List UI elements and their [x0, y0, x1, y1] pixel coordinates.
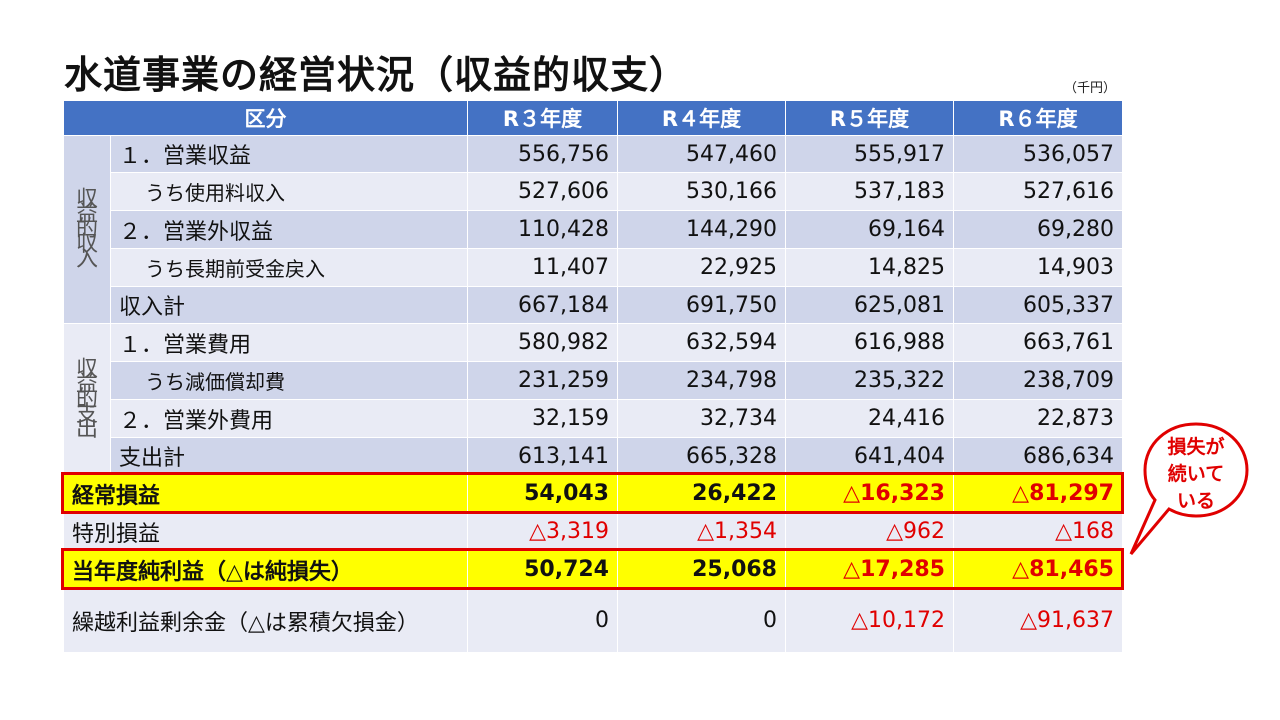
cell-value: 625,081: [785, 286, 954, 324]
table-row: 収入計 667,184 691,750 625,081 605,337: [64, 286, 1123, 324]
table-row-ordinary-profit: 経常損益 54,043 26,422 △16,323 △81,297: [63, 474, 1123, 513]
row-label: うち使用料収入: [110, 172, 468, 211]
cell-value: 69,164: [785, 210, 954, 249]
cell-value: 231,259: [467, 361, 618, 400]
cell-value: 555,917: [785, 135, 954, 173]
row-label: 支出計: [110, 437, 468, 475]
cell-value: △16,323: [785, 474, 954, 513]
cell-value: 641,404: [785, 437, 954, 475]
cell-value: 616,988: [785, 323, 954, 362]
cell-value: 665,328: [617, 437, 786, 475]
cell-value: 54,043: [467, 474, 618, 513]
cell-value: △10,172: [785, 588, 954, 653]
row-label: 特別損益: [63, 512, 468, 551]
cell-value: 32,734: [617, 399, 786, 438]
cell-value: 0: [617, 588, 786, 653]
row-label: １．営業収益: [110, 135, 468, 173]
cell-value: 686,634: [953, 437, 1123, 475]
cell-value: 580,982: [467, 323, 618, 362]
cell-value: 527,606: [467, 172, 618, 211]
cell-value: 22,873: [953, 399, 1123, 438]
table-row: うち減価償却費 231,259 234,798 235,322 238,709: [64, 361, 1123, 400]
cell-value: 24,416: [785, 399, 954, 438]
cell-value: △168: [953, 512, 1123, 551]
table-row: うち長期前受金戻入 11,407 22,925 14,825 14,903: [64, 248, 1123, 287]
row-label: 繰越利益剰余金（△は累積欠損金）: [63, 588, 468, 653]
cell-value: 14,903: [953, 248, 1123, 287]
unit-label: （千円）: [1064, 81, 1117, 96]
row-label: 収入計: [110, 286, 468, 324]
table-row: うち使用料収入 527,606 530,166 537,183 527,616: [64, 172, 1123, 211]
row-label: ２．営業外収益: [110, 210, 468, 249]
table-header-row: 区分 R３年度 R４年度 R５年度 R６年度: [63, 100, 1123, 136]
cell-value: 0: [467, 588, 618, 653]
cell-value: 556,756: [467, 135, 618, 173]
cell-value: 632,594: [617, 323, 786, 362]
expense-group-label: 収益的支出: [63, 323, 111, 475]
cell-value: 605,337: [953, 286, 1123, 324]
cell-value: △1,354: [617, 512, 786, 551]
cell-value: 536,057: [953, 135, 1123, 173]
cell-value: 32,159: [467, 399, 618, 438]
table-row: 特別損益 △3,319 △1,354 △962 △168: [63, 512, 1123, 551]
table-row: ２．営業外費用 32,159 32,734 24,416 22,873: [64, 399, 1123, 438]
table-row-net-profit: 当年度純利益（△は純損失） 50,724 25,068 △17,285 △81,…: [63, 550, 1123, 589]
table-row: 繰越利益剰余金（△は累積欠損金） 0 0 △10,172 △91,637: [63, 588, 1123, 653]
cell-value: △91,637: [953, 588, 1123, 653]
cell-value: 530,166: [617, 172, 786, 211]
table-row: 収益的支出 １．営業費用 580,982 632,594 616,988 663…: [63, 323, 1123, 475]
cell-value: 69,280: [953, 210, 1123, 249]
table-row: 支出計 613,141 665,328 641,404 686,634: [64, 437, 1123, 475]
income-group-label: 収益的収入: [63, 135, 111, 324]
row-label: うち長期前受金戻入: [110, 248, 468, 287]
cell-value: △81,465: [953, 550, 1123, 589]
callout-text: 損失が 続いて いる: [1167, 436, 1225, 512]
cell-value: 25,068: [617, 550, 786, 589]
header-year: R５年度: [785, 100, 954, 136]
cell-value: 11,407: [467, 248, 618, 287]
cell-value: 26,422: [617, 474, 786, 513]
cell-value: △962: [785, 512, 954, 551]
table-row: ２．営業外収益 110,428 144,290 69,164 69,280: [64, 210, 1123, 249]
cell-value: 663,761: [953, 323, 1123, 362]
cell-value: 547,460: [617, 135, 786, 173]
page-title: 水道事業の経営状況（収益的収支）: [64, 53, 689, 97]
cell-value: 691,750: [617, 286, 786, 324]
header-year: R６年度: [953, 100, 1123, 136]
cell-value: △3,319: [467, 512, 618, 551]
cell-value: 537,183: [785, 172, 954, 211]
row-label: 当年度純利益（△は純損失）: [63, 550, 468, 589]
cell-value: 527,616: [953, 172, 1123, 211]
cell-value: 234,798: [617, 361, 786, 400]
cell-value: 144,290: [617, 210, 786, 249]
cell-value: 613,141: [467, 437, 618, 475]
row-label: ２．営業外費用: [110, 399, 468, 438]
cell-value: 14,825: [785, 248, 954, 287]
cell-value: 50,724: [467, 550, 618, 589]
header-category: 区分: [63, 100, 468, 136]
row-label: うち減価償却費: [110, 361, 468, 400]
callout-bubble: [1129, 422, 1249, 555]
row-label: １．営業費用: [110, 323, 468, 362]
header-year: R３年度: [467, 100, 618, 136]
row-label: 経常損益: [63, 474, 468, 513]
cell-value: 667,184: [467, 286, 618, 324]
table-row: 収益的収入 １．営業収益 556,756 547,460 555,917 536…: [63, 135, 1123, 324]
header-year: R４年度: [617, 100, 786, 136]
cell-value: 238,709: [953, 361, 1123, 400]
cell-value: 110,428: [467, 210, 618, 249]
cell-value: △17,285: [785, 550, 954, 589]
finance-table: 区分 R３年度 R４年度 R５年度 R６年度 収益的収入 １．営業収益 556,…: [63, 100, 1123, 653]
cell-value: △81,297: [953, 474, 1123, 513]
cell-value: 235,322: [785, 361, 954, 400]
cell-value: 22,925: [617, 248, 786, 287]
